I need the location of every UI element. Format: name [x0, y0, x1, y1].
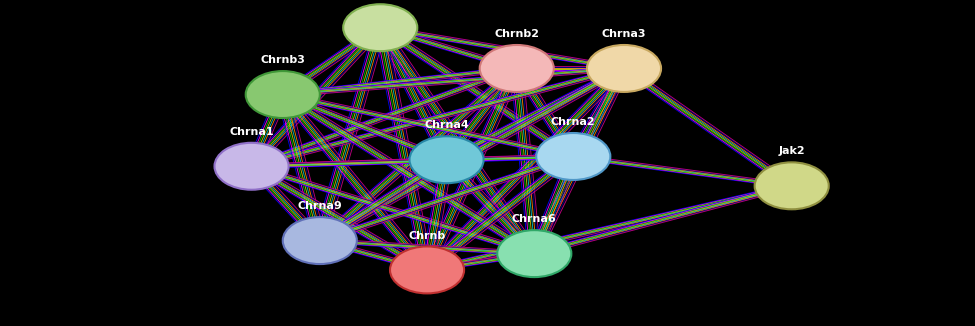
Ellipse shape	[283, 217, 357, 264]
Ellipse shape	[410, 136, 484, 183]
Text: Chrna4: Chrna4	[424, 120, 469, 130]
Ellipse shape	[246, 71, 320, 118]
Ellipse shape	[587, 45, 661, 92]
Text: Chrna1: Chrna1	[229, 127, 274, 137]
Text: Chrnb2: Chrnb2	[494, 29, 539, 39]
Text: Chrna6: Chrna6	[512, 214, 557, 224]
Ellipse shape	[497, 230, 571, 277]
Ellipse shape	[755, 162, 829, 209]
Ellipse shape	[343, 4, 417, 51]
Text: Chrna2: Chrna2	[551, 117, 596, 127]
Ellipse shape	[536, 133, 610, 180]
Text: Chrnb: Chrnb	[409, 230, 446, 241]
Text: Jak2: Jak2	[778, 146, 805, 156]
Ellipse shape	[390, 246, 464, 293]
Text: Chrna9: Chrna9	[297, 201, 342, 211]
Ellipse shape	[480, 45, 554, 92]
Text: Chrna3: Chrna3	[602, 29, 646, 39]
Ellipse shape	[214, 143, 289, 190]
Text: Chrnb3: Chrnb3	[260, 55, 305, 65]
